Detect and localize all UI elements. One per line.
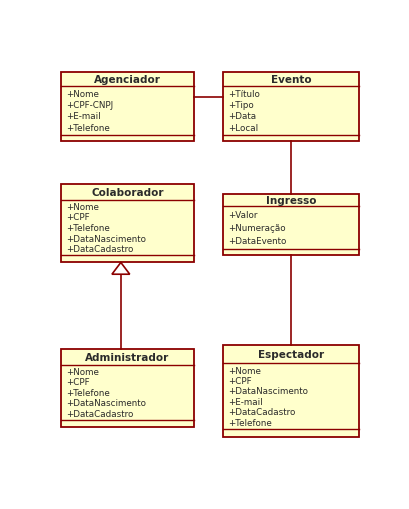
- Text: +DataNascimento: +DataNascimento: [66, 399, 146, 408]
- Text: +Telefone: +Telefone: [66, 388, 110, 397]
- Text: +DataCadastro: +DataCadastro: [228, 407, 295, 416]
- Text: +CPF-CNPJ: +CPF-CNPJ: [66, 101, 113, 110]
- Text: +Valor: +Valor: [228, 211, 257, 219]
- Text: +E-mail: +E-mail: [66, 112, 101, 121]
- Text: +DataCadastro: +DataCadastro: [66, 244, 134, 253]
- Bar: [61, 185, 194, 263]
- Text: +Título: +Título: [228, 90, 260, 98]
- Text: +Telefone: +Telefone: [228, 418, 272, 427]
- Text: +Nome: +Nome: [66, 203, 99, 212]
- Text: Ingresso: Ingresso: [265, 195, 316, 206]
- Text: +Telefone: +Telefone: [66, 123, 110, 132]
- Text: +Tipo: +Tipo: [228, 101, 254, 110]
- Bar: [222, 345, 359, 437]
- Text: +DataCadastro: +DataCadastro: [66, 409, 134, 418]
- Bar: [61, 349, 194, 428]
- Text: +DataNascimento: +DataNascimento: [228, 387, 308, 395]
- Text: +Local: +Local: [228, 123, 258, 132]
- Text: +CPF: +CPF: [228, 376, 252, 385]
- Text: Espectador: Espectador: [257, 350, 324, 359]
- Text: +Nome: +Nome: [66, 367, 99, 376]
- Text: +Nome: +Nome: [228, 366, 261, 375]
- Text: +Telefone: +Telefone: [66, 223, 110, 233]
- Bar: [61, 73, 194, 142]
- Text: Agenciador: Agenciador: [94, 75, 161, 84]
- Text: +Nome: +Nome: [66, 90, 99, 98]
- Text: +DataNascimento: +DataNascimento: [66, 234, 146, 243]
- Text: +DataEvento: +DataEvento: [228, 237, 286, 246]
- Text: Evento: Evento: [270, 75, 311, 84]
- Text: +CPF: +CPF: [66, 213, 90, 222]
- Bar: [222, 73, 359, 142]
- Text: +Numeração: +Numeração: [228, 223, 285, 233]
- Polygon shape: [112, 263, 129, 275]
- Text: +Data: +Data: [228, 112, 256, 121]
- Text: Administrador: Administrador: [85, 352, 169, 362]
- Bar: [222, 194, 359, 255]
- Text: +CPF: +CPF: [66, 378, 90, 387]
- Text: Colaborador: Colaborador: [91, 187, 163, 197]
- Text: +E-mail: +E-mail: [228, 397, 263, 406]
